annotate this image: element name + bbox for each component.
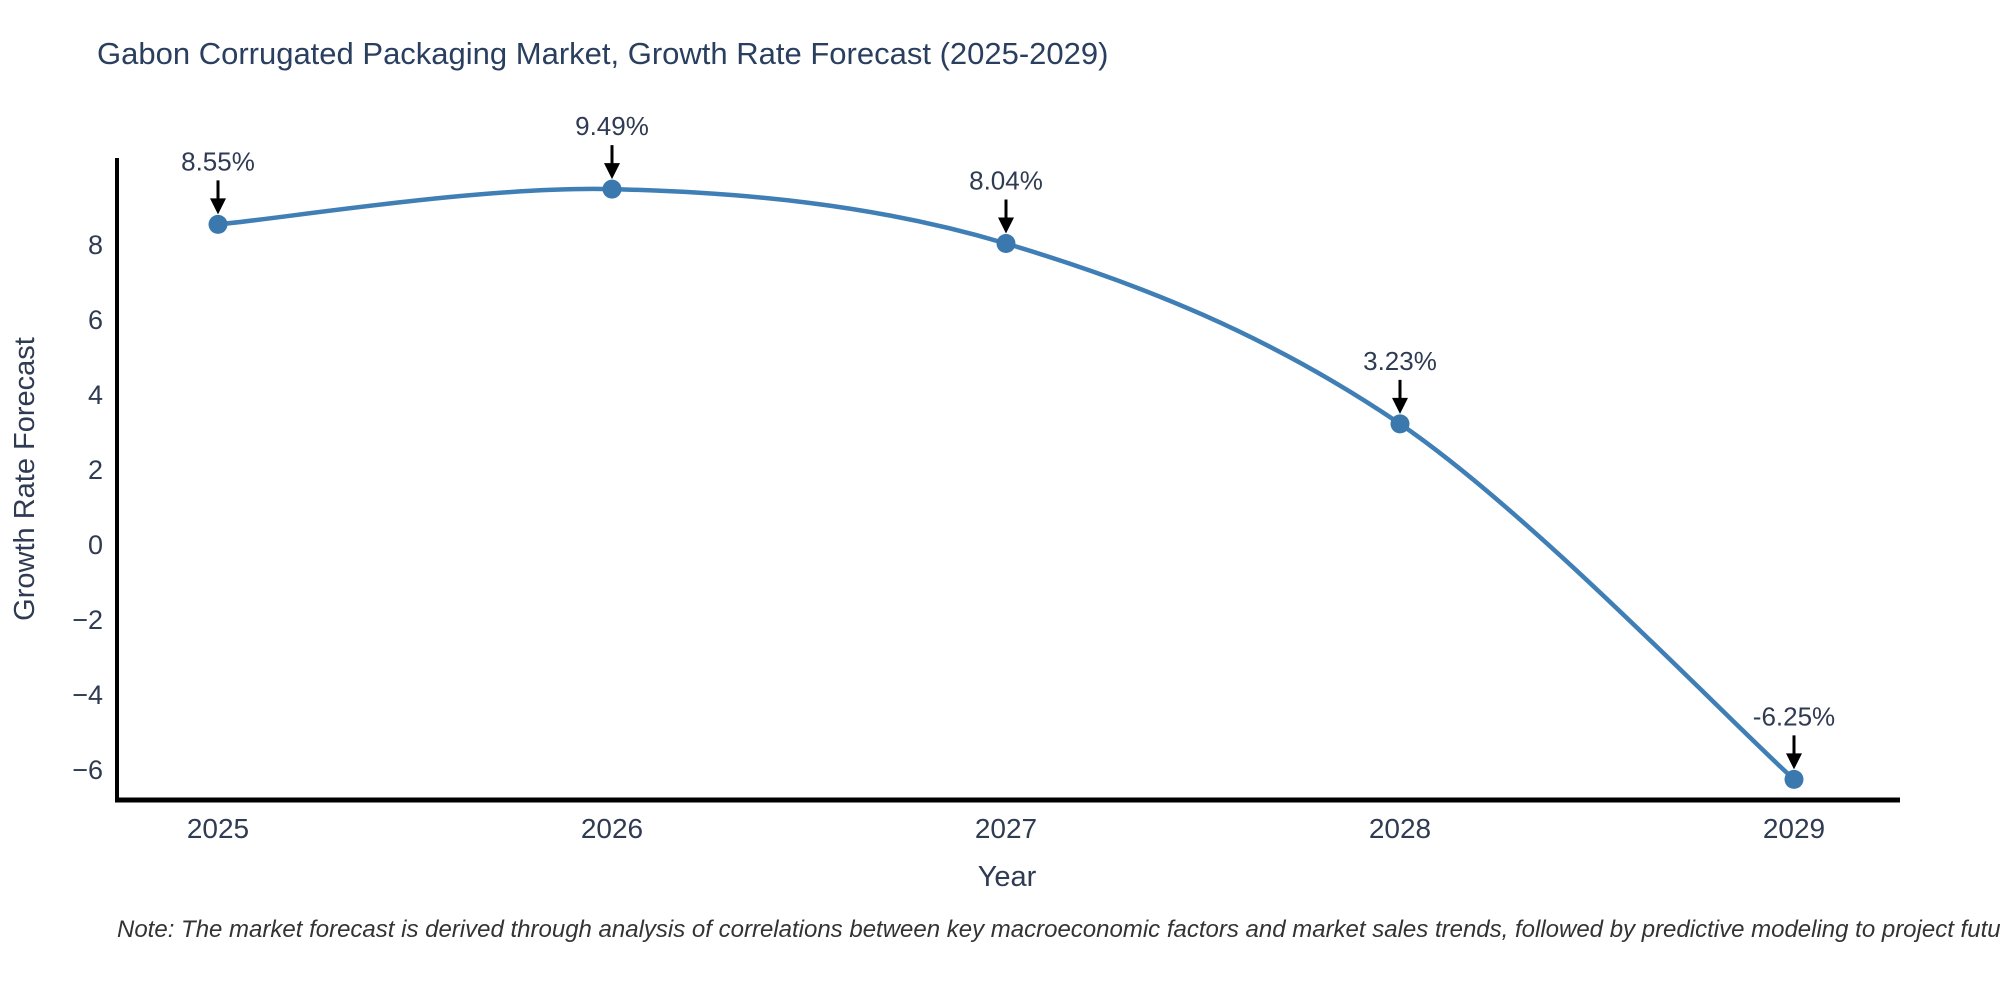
annotation-arrow-head <box>1392 397 1408 414</box>
annotation-arrow-head <box>998 217 1014 234</box>
annotation-arrow-head <box>604 163 620 180</box>
forecast-line <box>217 186 1796 782</box>
x-tick-label: 2027 <box>975 813 1037 844</box>
data-point-label: -6.25% <box>1753 701 1835 731</box>
data-point-marker <box>996 234 1016 253</box>
data-point-marker <box>1390 414 1410 434</box>
y-tick-label: 0 <box>88 530 103 560</box>
data-point-label: 3.23% <box>1363 346 1437 376</box>
y-tick-label: 8 <box>88 230 103 260</box>
data-point-label: 8.55% <box>181 146 255 176</box>
x-tick-label: 2028 <box>1369 813 1431 844</box>
chart-title: Gabon Corrugated Packaging Market, Growt… <box>97 36 1109 71</box>
footnote: Note: The market forecast is derived thr… <box>117 916 2000 943</box>
data-point-marker <box>1784 769 1804 789</box>
y-tick-label: −2 <box>72 605 103 635</box>
y-tick-label: −4 <box>72 680 103 710</box>
data-point-label: 8.04% <box>969 166 1043 196</box>
y-tick-label: 6 <box>88 305 103 335</box>
y-axis-title: Growth Rate Forecast <box>9 337 41 621</box>
y-tick-label: 2 <box>88 455 103 485</box>
annotation-arrow-head <box>1786 753 1802 770</box>
y-tick-label: 4 <box>88 380 103 410</box>
data-point-marker <box>208 214 228 234</box>
annotation-arrow-head <box>210 198 226 215</box>
y-tick-label: −6 <box>72 755 103 785</box>
x-axis-title: Year <box>978 861 1037 893</box>
data-point-marker <box>602 179 622 199</box>
data-point-label: 9.49% <box>575 111 649 141</box>
x-tick-label: 2026 <box>581 813 643 844</box>
x-tick-label: 2029 <box>1763 813 1825 844</box>
x-tick-label: 2025 <box>187 813 249 844</box>
